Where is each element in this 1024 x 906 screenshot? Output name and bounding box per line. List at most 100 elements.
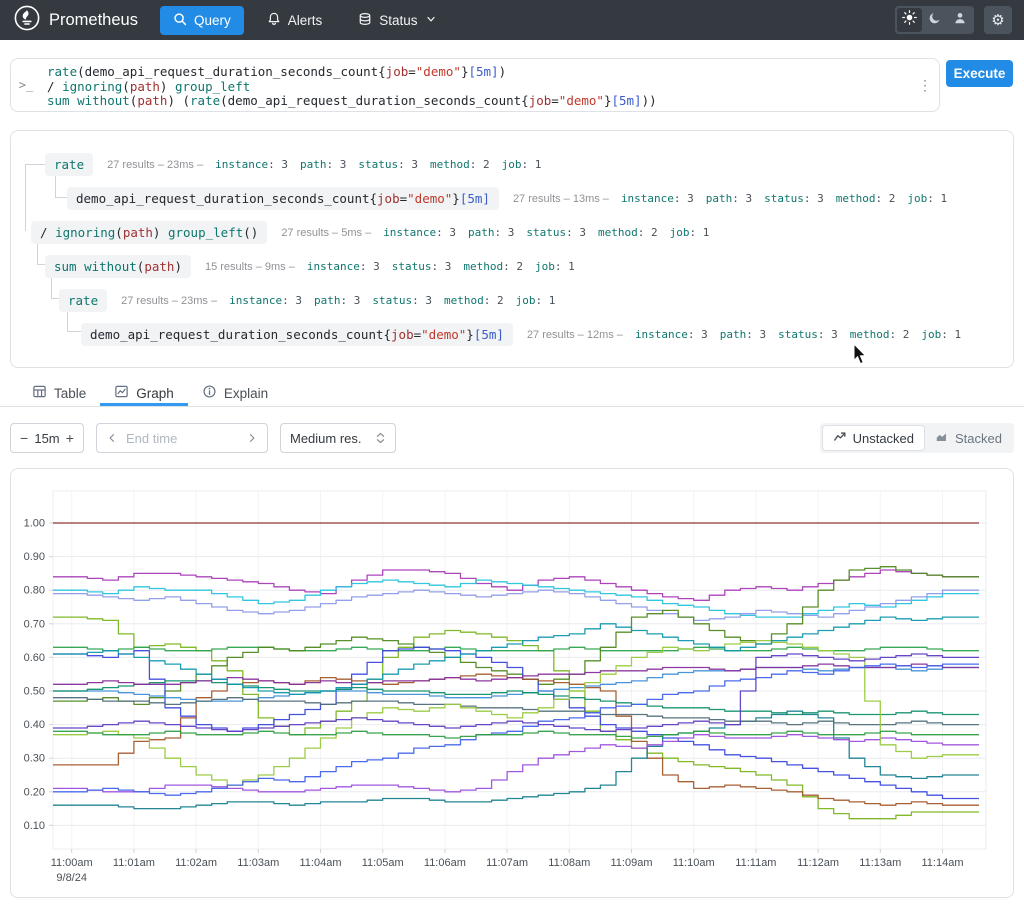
brand-title: Prometheus [49,10,138,29]
code-token: path [144,258,175,274]
y-tick-label: 0.70 [24,618,45,630]
x-tick-label: 11:14am [922,857,964,869]
code-token: () [243,224,259,240]
x-tick-label: 11:09am [611,857,653,869]
tree-node-chip[interactable]: demo_api_request_duration_seconds_count{… [81,322,513,346]
tab-table[interactable]: Table [18,380,100,406]
code-token: rate [47,64,78,79]
nav-status-button[interactable]: Status [345,6,449,35]
code-token [70,93,78,108]
query-tree-card: rate 27 results – 23ms – instance: 3 path:… [10,130,1014,368]
mouse-cursor [853,344,867,365]
nav-items: Query Alerts Status [159,5,450,35]
cardinality-pair: job: 1 [501,157,542,171]
code-token: [5m] [468,64,499,79]
code-token: } [466,326,474,342]
code-token: job [391,326,414,342]
series-line [53,680,979,716]
x-tick-label: 11:08am [548,857,590,869]
range-decrease-button[interactable]: − [20,430,29,446]
code-token: ( [129,93,138,108]
code-token: path [137,93,168,108]
series-line [53,730,979,739]
table-icon [32,384,47,402]
code-token: "demo" [558,93,604,108]
time-forward-icon[interactable] [246,432,258,444]
tree-node-chip[interactable]: demo_api_request_duration_seconds_count{… [67,186,499,210]
nav-query-button[interactable]: Query [159,5,244,35]
tree-node-stats: 27 results – 5ms – instance: 3 path: 3 sta… [281,225,710,239]
tree-row: rate 27 results – 23ms – instance: 3 path:… [59,283,1013,317]
code-token: / [40,224,56,240]
tree-row: demo_api_request_duration_seconds_count{… [81,317,1013,351]
range-increase-button[interactable]: + [65,430,74,446]
info-icon [202,384,217,402]
tree-row: / ignoring(path) group_left() 27 results … [31,215,1013,249]
series-line [53,734,979,793]
cardinality-pair: method: 2 [598,225,658,239]
database-icon [358,12,372,29]
cardinality-pair: instance: 3 [229,293,302,307]
tree-node-chip[interactable]: rate [59,288,108,312]
cardinality-pair: job: 1 [534,259,575,273]
range-selector[interactable]: − 15m + [10,423,84,453]
y-tick-label: 0.60 [24,652,45,664]
brand[interactable]: Prometheus [14,5,138,36]
settings-button[interactable]: ⚙ [984,6,1012,34]
tree-row: rate 27 results – 23ms – instance: 3 path:… [45,147,1013,181]
code-token: { [369,190,378,206]
editor-code[interactable]: rate(demo_api_request_duration_seconds_c… [41,59,911,111]
code-token: } [452,190,460,206]
nav-alerts-button[interactable]: Alerts [254,6,336,35]
tree-rows: rate 27 results – 23ms – instance: 3 path:… [11,147,1013,351]
tab-graph[interactable]: Graph [100,380,188,406]
theme-auto-button[interactable] [947,8,972,32]
tab-explain[interactable]: Explain [188,380,282,406]
theme-light-button[interactable] [897,8,922,32]
editor-menu-button[interactable]: ⋮ [918,76,932,93]
code-token: ) [152,224,168,240]
range-value[interactable]: 15m [34,430,60,446]
end-time-picker[interactable]: End time [96,423,268,453]
tree-node-chip[interactable]: sum without(path) [45,254,191,278]
graph-canvas[interactable]: 11:00am 9/8/24 11:01am 11:02am 11:03am 11:04a… [11,469,1013,897]
nav-status-label: Status [379,12,418,28]
tree-connector [67,309,81,332]
time-back-icon[interactable] [106,432,118,444]
code-token: job [377,190,400,206]
cardinality-pair: status: 3 [358,157,418,171]
x-tick-label: 11:01am [113,857,155,869]
y-tick-label: 1.00 [24,518,45,530]
stacked-button[interactable]: Stacked [925,425,1012,451]
query-editor[interactable]: >_ rate(demo_api_request_duration_second… [10,58,940,112]
code-token: group_left [167,224,244,240]
series-line [53,710,979,810]
cardinality-pair: instance: 3 [215,157,288,171]
series-line [53,653,979,732]
resolution-select[interactable]: Medium res. [280,423,396,453]
x-tick-label: 11:05am [362,857,404,869]
x-tick-label: 11:10am [673,857,715,869]
y-tick-label: 0.50 [24,686,45,698]
x-tick-label: 11:04am [300,857,342,869]
moon-icon [928,11,942,30]
code-token: [5m] [459,190,490,206]
x-tick-label: 11:13am [859,857,901,869]
code-token: ) [498,64,507,79]
y-tick-label: 0.90 [24,551,45,563]
code-token: ) [174,258,182,274]
theme-dark-button[interactable] [922,8,947,32]
cardinality-pair: method: 2 [463,259,523,273]
unstacked-button[interactable]: Unstacked [821,425,926,451]
code-token: = [413,326,422,342]
x-tick-label: 11:12am [797,857,839,869]
execute-button[interactable]: Execute [946,60,1013,87]
tree-node-chip[interactable]: rate [45,152,94,176]
code-token: rate [54,156,85,172]
end-time-input[interactable]: End time [126,430,178,446]
y-tick-label: 0.30 [24,753,45,765]
result-tabs: Table Graph Explain [0,380,1024,407]
tree-node-chip[interactable]: / ignoring(path) group_left() [31,220,268,244]
bell-icon [267,12,281,29]
nav-query-label: Query [193,12,231,28]
